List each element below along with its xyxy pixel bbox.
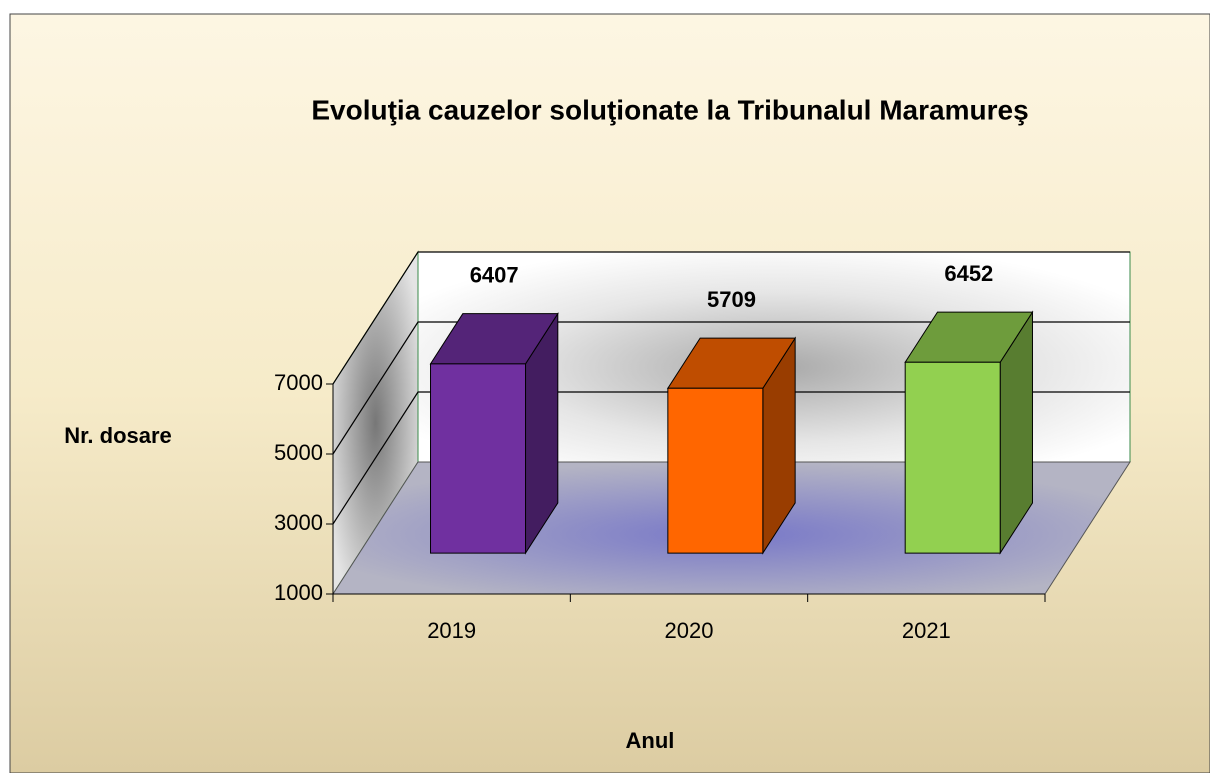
x-tick-label: 2019 bbox=[427, 618, 476, 643]
chart-title: Evoluţia cauzelor soluţionate la Tribuna… bbox=[311, 94, 1028, 125]
x-axis-label: Anul bbox=[626, 728, 675, 753]
y-tick-label: 3000 bbox=[274, 510, 323, 535]
x-tick-label: 2021 bbox=[902, 618, 951, 643]
grid-line bbox=[332, 251, 1130, 385]
y-tick-label: 1000 bbox=[274, 580, 323, 605]
bar bbox=[667, 387, 764, 554]
value-label: 5709 bbox=[707, 287, 756, 312]
y-tick-label: 7000 bbox=[274, 370, 323, 395]
grid-line bbox=[332, 391, 1130, 525]
y-tick-label: 5000 bbox=[274, 440, 323, 465]
value-label: 6452 bbox=[944, 261, 993, 286]
bar bbox=[430, 363, 527, 554]
bar bbox=[904, 361, 1001, 554]
value-label: 6407 bbox=[470, 262, 519, 287]
y-axis-label: Nr. dosare bbox=[64, 423, 172, 448]
grid-line bbox=[332, 321, 1130, 455]
x-tick-label: 2020 bbox=[665, 618, 714, 643]
